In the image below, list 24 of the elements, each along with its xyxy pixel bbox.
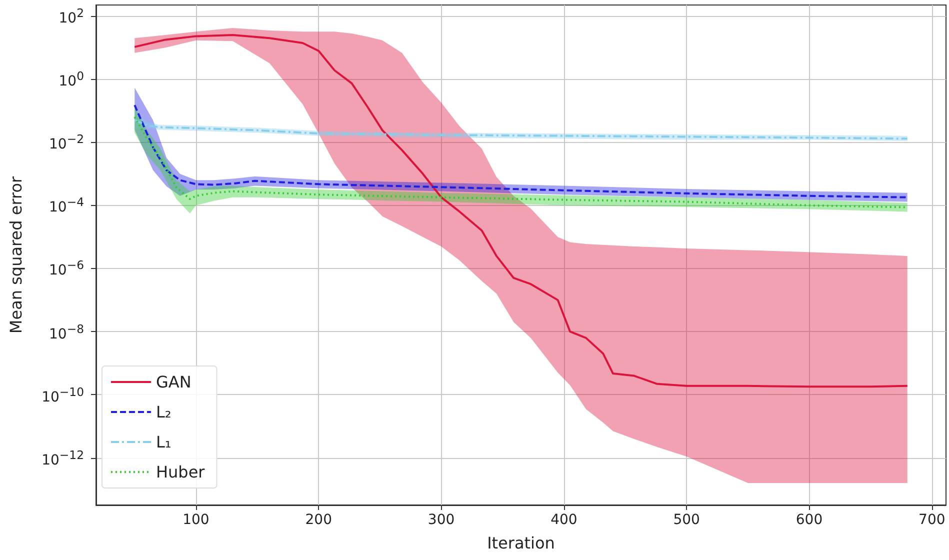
x-tick-label: 600 xyxy=(796,512,823,528)
x-tick-label: 300 xyxy=(428,512,455,528)
legend-label: GAN xyxy=(156,372,192,392)
y-tick-label: 10$^{2}$ xyxy=(58,6,84,27)
y-tick-label: 10$^{−12}$ xyxy=(42,448,84,468)
y-axis-title: Mean squared error xyxy=(6,176,26,334)
line-series xyxy=(134,34,908,388)
legend-label: Huber xyxy=(156,462,206,482)
legend-label: L₂ xyxy=(156,402,172,422)
y-tick-label: 10$^{0}$ xyxy=(58,69,84,90)
x-tick-label: 500 xyxy=(673,512,700,528)
y-tick-label: 10$^{−8}$ xyxy=(48,322,84,342)
y-tick-label: 10$^{−4}$ xyxy=(48,195,84,216)
line-series xyxy=(134,104,908,198)
x-tick-label: 100 xyxy=(182,512,210,528)
y-tick-label: 10$^{−10}$ xyxy=(42,384,84,406)
y-tick-label: 10$^{−6}$ xyxy=(48,258,84,280)
x-tick-label: 200 xyxy=(305,512,332,528)
line-series xyxy=(134,119,908,140)
legend-label: L₁ xyxy=(156,432,172,452)
x-tick-label: 400 xyxy=(550,512,578,528)
x-axis-title: Iteration xyxy=(487,534,555,552)
y-tick-label: 10$^{−2}$ xyxy=(48,132,84,153)
x-tick-label: 700 xyxy=(918,512,946,528)
